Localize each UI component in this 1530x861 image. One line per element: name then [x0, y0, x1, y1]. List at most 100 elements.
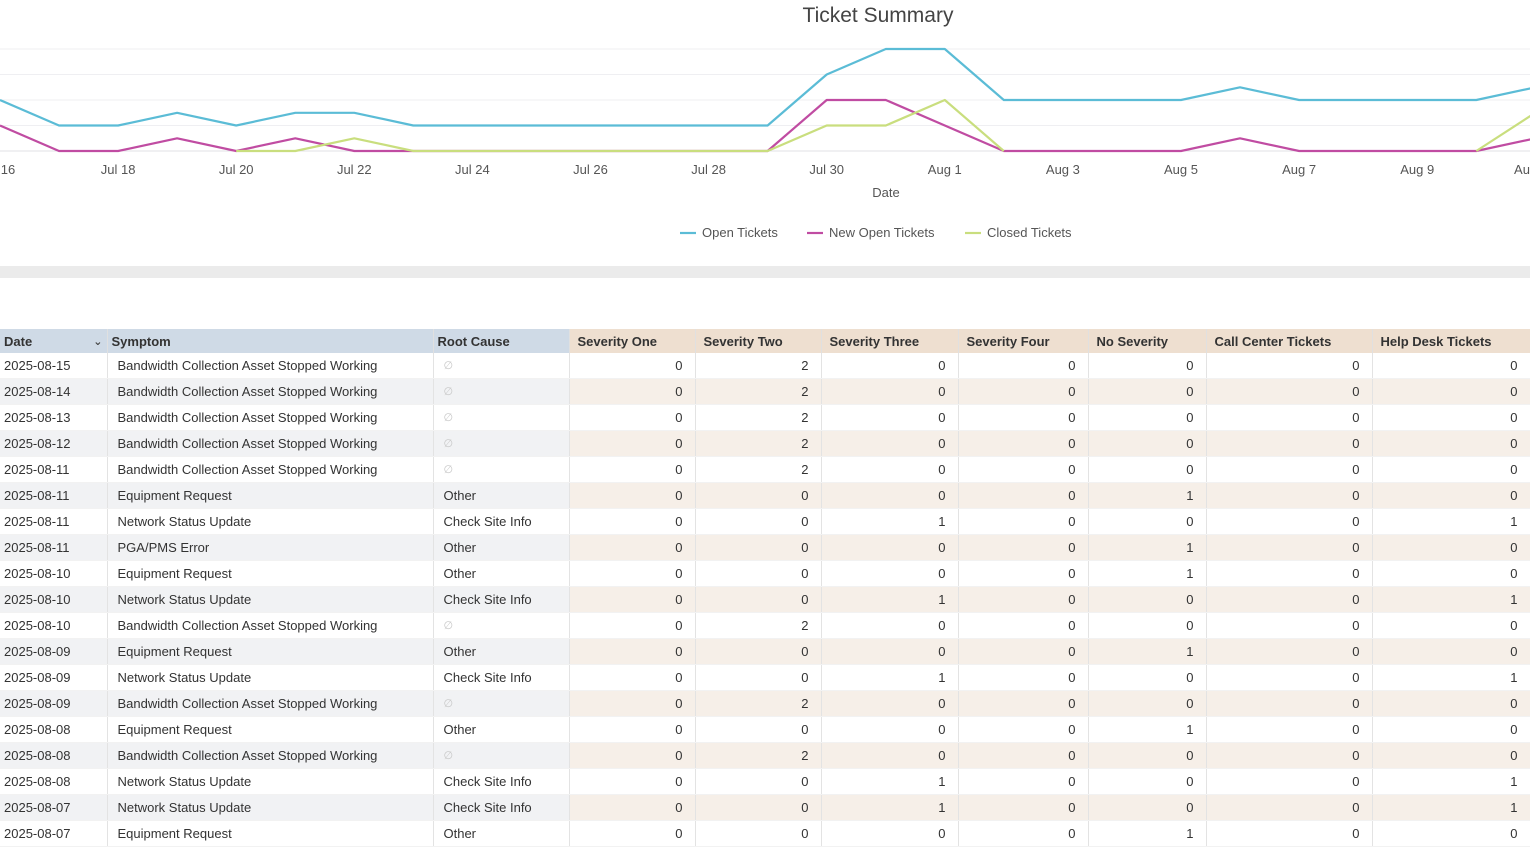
table-row[interactable]: 2025-08-08 Bandwidth Collection Asset Sto…	[0, 742, 1530, 769]
help-desk-tickets-cell: 0	[1372, 456, 1530, 483]
table-row[interactable]: 2025-08-14 Bandwidth Collection Asset Sto…	[0, 378, 1530, 405]
root-cause-cell: ∅	[433, 690, 570, 717]
help-desk-tickets-cell: 0	[1372, 404, 1530, 431]
table-row[interactable]: 2025-08-11 PGA/PMS Error Other 0 0 0 0 1 0 0	[0, 534, 1530, 561]
call-center-tickets-cell: 0	[1206, 456, 1373, 483]
table-row[interactable]: 2025-08-09 Network Status Update Check Sit…	[0, 664, 1530, 691]
help-desk-tickets-cell: 0	[1372, 482, 1530, 509]
root-cause-cell: ∅	[433, 456, 570, 483]
chevron-down-icon[interactable]: ⌄	[93, 335, 103, 348]
table-row[interactable]: 2025-08-13 Bandwidth Collection Asset Sto…	[0, 404, 1530, 431]
root-cause-cell: ∅	[433, 612, 570, 639]
column-header-severity-four[interactable]: Severity Four	[958, 329, 1089, 353]
symptom-cell: Network Status Update	[107, 768, 434, 795]
column-header-severity-one[interactable]: Severity One	[569, 329, 696, 353]
table-row[interactable]: 2025-08-11 Bandwidth Collection Asset Sto…	[0, 456, 1530, 483]
ticket-summary-chart: Ticket Summary 16 Jul 18 Jul 20 Jul 22 Jul 24…	[0, 4, 1530, 240]
date-cell: 2025-08-13	[0, 404, 108, 431]
column-header-help-desk-tickets[interactable]: Help Desk Tickets	[1372, 329, 1530, 353]
call-center-tickets-cell: 0	[1206, 560, 1373, 587]
severity-two-cell: 2	[695, 690, 822, 717]
column-header-symptom[interactable]: Symptom	[107, 329, 434, 353]
table-row[interactable]: 2025-08-12 Bandwidth Collection Asset Sto…	[0, 430, 1530, 457]
severity-one-cell: 0	[569, 456, 696, 483]
severity-two-cell: 2	[695, 612, 822, 639]
severity-four-cell: 0	[958, 820, 1089, 847]
legend-entry-open-tickets: Open Tickets	[702, 225, 778, 240]
severity-four-cell: 0	[958, 638, 1089, 665]
legend-entry-closed-tickets: Closed Tickets	[987, 225, 1072, 240]
date-cell: 2025-08-07	[0, 794, 108, 821]
help-desk-tickets-cell: 1	[1372, 768, 1530, 795]
call-center-tickets-cell: 0	[1206, 794, 1373, 821]
table-row[interactable]: 2025-08-11 Network Status Update Check Sit…	[0, 508, 1530, 535]
severity-two-cell: 0	[695, 482, 822, 509]
severity-one-cell: 0	[569, 353, 696, 379]
severity-three-cell: 0	[821, 482, 959, 509]
root-cause-cell: Other	[433, 560, 570, 587]
symptom-cell: Equipment Request	[107, 482, 434, 509]
severity-two-cell: 2	[695, 742, 822, 769]
root-cause-cell: Check Site Info	[433, 794, 570, 821]
no-severity-cell: 0	[1088, 353, 1207, 379]
help-desk-tickets-cell: 0	[1372, 378, 1530, 405]
table-row[interactable]: 2025-08-08 Equipment Request Other 0 0 0 0 1 0 0	[0, 716, 1530, 743]
severity-one-cell: 0	[569, 716, 696, 743]
severity-four-cell: 0	[958, 456, 1089, 483]
severity-three-cell: 0	[821, 638, 959, 665]
table-row[interactable]: 2025-08-11 Equipment Request Other 0 0 0 0 1 0 0	[0, 482, 1530, 509]
table-row[interactable]: 2025-08-10 Network Status Update Check Sit…	[0, 586, 1530, 613]
table-row[interactable]: 2025-08-07 Network Status Update Check Sit…	[0, 794, 1530, 821]
severity-four-cell: 0	[958, 508, 1089, 535]
help-desk-tickets-cell: 0	[1372, 612, 1530, 639]
column-header-severity-three[interactable]: Severity Three	[821, 329, 959, 353]
date-cell: 2025-08-11	[0, 534, 108, 561]
severity-one-cell: 0	[569, 482, 696, 509]
date-cell: 2025-08-10	[0, 612, 108, 639]
severity-two-cell: 0	[695, 534, 822, 561]
call-center-tickets-cell: 0	[1206, 378, 1373, 405]
severity-one-cell: 0	[569, 664, 696, 691]
column-header-date[interactable]: Date ⌄	[0, 329, 108, 353]
no-severity-cell: 0	[1088, 612, 1207, 639]
call-center-tickets-cell: 0	[1206, 664, 1373, 691]
column-header-call-center-tickets[interactable]: Call Center Tickets	[1206, 329, 1373, 353]
column-header-severity-two[interactable]: Severity Two	[695, 329, 822, 353]
severity-three-cell: 1	[821, 508, 959, 535]
help-desk-tickets-cell: 0	[1372, 430, 1530, 457]
symptom-cell: Bandwidth Collection Asset Stopped Worki…	[107, 742, 434, 769]
root-cause-cell: ∅	[433, 404, 570, 431]
table-row[interactable]: 2025-08-15 Bandwidth Collection Asset Sto…	[0, 353, 1530, 379]
no-severity-cell: 1	[1088, 820, 1207, 847]
severity-three-cell: 0	[821, 534, 959, 561]
ticket-summary-chart-panel: Ticket Summary 16 Jul 18 Jul 20 Jul 22 Jul 24…	[0, 0, 1530, 266]
severity-two-cell: 0	[695, 586, 822, 613]
table-row[interactable]: 2025-08-07 Equipment Request Other 0 0 0 0 1 0 0	[0, 820, 1530, 847]
severity-two-cell: 2	[695, 404, 822, 431]
call-center-tickets-cell: 0	[1206, 742, 1373, 769]
severity-three-cell: 1	[821, 664, 959, 691]
table-row[interactable]: 2025-08-10 Bandwidth Collection Asset Sto…	[0, 612, 1530, 639]
x-tick-label: Jul 20	[219, 162, 254, 177]
table-row[interactable]: 2025-08-09 Equipment Request Other 0 0 0 0 1 0 0	[0, 638, 1530, 665]
call-center-tickets-cell: 0	[1206, 612, 1373, 639]
severity-one-cell: 0	[569, 690, 696, 717]
column-header-no-severity[interactable]: No Severity	[1088, 329, 1207, 353]
call-center-tickets-cell: 0	[1206, 638, 1373, 665]
table-row[interactable]: 2025-08-09 Bandwidth Collection Asset Sto…	[0, 690, 1530, 717]
column-header-root-cause[interactable]: Root Cause	[433, 329, 570, 353]
x-tick-label: Jul 28	[691, 162, 726, 177]
severity-four-cell: 0	[958, 690, 1089, 717]
no-severity-cell: 0	[1088, 456, 1207, 483]
date-cell: 2025-08-11	[0, 482, 108, 509]
no-severity-cell: 1	[1088, 638, 1207, 665]
call-center-tickets-cell: 0	[1206, 768, 1373, 795]
help-desk-tickets-cell: 0	[1372, 690, 1530, 717]
table-row[interactable]: 2025-08-10 Equipment Request Other 0 0 0 0 1 0 0	[0, 560, 1530, 587]
symptom-cell: Network Status Update	[107, 794, 434, 821]
table-row[interactable]: 2025-08-08 Network Status Update Check Sit…	[0, 768, 1530, 795]
severity-two-cell: 0	[695, 508, 822, 535]
no-severity-cell: 0	[1088, 664, 1207, 691]
x-tick-label: Jul 30	[809, 162, 844, 177]
severity-three-cell: 1	[821, 794, 959, 821]
